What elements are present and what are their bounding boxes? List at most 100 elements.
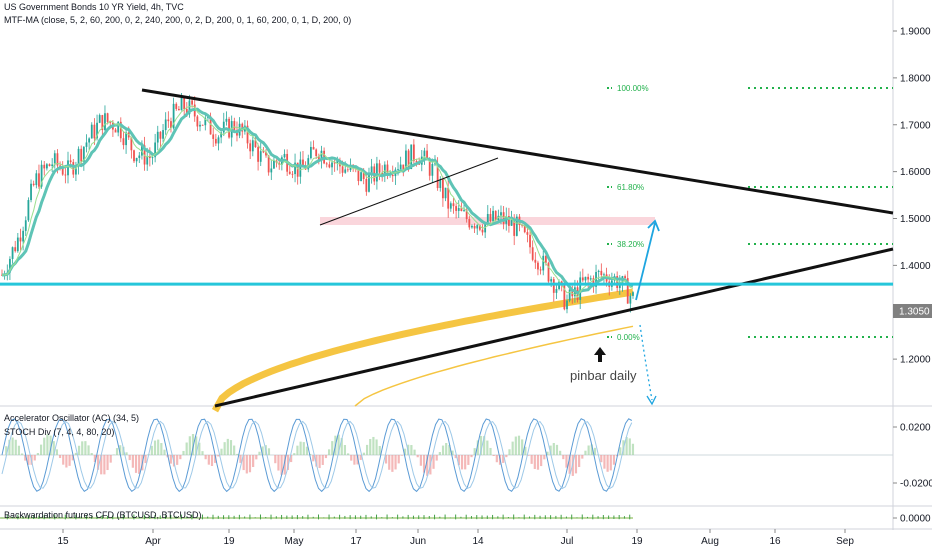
- ac-bar: [555, 444, 559, 455]
- fib-level-label: 0.00%: [617, 333, 640, 342]
- ac-bar: [508, 449, 511, 455]
- candle-body: [51, 164, 54, 167]
- ac-bar: [233, 445, 236, 455]
- ac-bar: [337, 434, 340, 455]
- candle-body: [560, 281, 563, 284]
- candle-body: [32, 183, 35, 186]
- candle-body: [40, 164, 43, 187]
- ac-bar: [8, 439, 11, 455]
- ac-bar: [426, 455, 429, 476]
- candle-body: [360, 172, 362, 182]
- ac-bar: [435, 455, 438, 461]
- candle-body: [19, 237, 22, 242]
- candle-body: [30, 183, 32, 201]
- candle-body: [45, 164, 48, 169]
- backwardation-legend[interactable]: Backwardation futures CFD (BTCUSD, BTCUS…: [4, 510, 202, 520]
- ac-bar: [457, 455, 460, 466]
- up-arrow-icon: [594, 347, 606, 362]
- ac-bar: [502, 455, 505, 463]
- candle-body: [122, 138, 125, 146]
- main-indicator-legend[interactable]: MTF-MA (close, 5, 2, 60, 200, 0, 2, 240,…: [4, 15, 352, 25]
- ac-bar: [283, 455, 286, 475]
- candle-body: [502, 212, 505, 224]
- ac-bar: [100, 455, 103, 475]
- candle-body: [265, 152, 267, 156]
- triangle-trendlines[interactable]: [141, 88, 894, 408]
- ac-bar: [403, 448, 407, 455]
- ac-bar: [33, 455, 36, 461]
- ac-bar: [52, 441, 55, 455]
- ac-bar: [163, 449, 166, 455]
- candle-body: [82, 146, 85, 162]
- candle-body: [534, 259, 537, 263]
- candle-body: [109, 121, 112, 123]
- ac-bar: [625, 437, 628, 455]
- candle-body: [587, 276, 590, 280]
- candle-body: [162, 130, 164, 139]
- ac-bar: [391, 455, 394, 472]
- candle-body: [27, 200, 30, 221]
- candle-body: [465, 210, 468, 220]
- oscillator-legend-ac[interactable]: Accelerator Oscillator (AC) (34, 5): [4, 413, 140, 423]
- oscillator-legend-stoch[interactable]: STOCH Div (7, 4, 4, 80, 20): [4, 427, 115, 437]
- candle-body: [209, 116, 212, 135]
- ac-bar: [169, 455, 172, 464]
- arrowhead-down-icon: [646, 395, 657, 406]
- ac-bar: [467, 455, 470, 465]
- ac-bar: [299, 441, 302, 455]
- candle-body: [67, 160, 69, 176]
- candle-body: [426, 150, 428, 161]
- price-tick-label: 1.6000: [900, 167, 931, 178]
- candle-body: [146, 156, 149, 165]
- candle-body: [309, 146, 312, 159]
- bottom-tick-label: 0.0000: [900, 514, 931, 525]
- candle-body: [362, 172, 365, 180]
- fibonacci-levels[interactable]: 100.00% 61.80% 38.20% 0.00%: [607, 84, 893, 342]
- candle-body: [471, 225, 473, 228]
- price-tick-label: 1.5000: [900, 214, 931, 225]
- candle-body: [547, 262, 550, 282]
- candle-body: [151, 157, 154, 159]
- ac-bar: [252, 455, 255, 468]
- candle-body: [616, 276, 619, 288]
- candle-body: [515, 216, 518, 236]
- candle-body: [214, 138, 217, 144]
- candle-body: [600, 270, 603, 276]
- candle-body: [449, 203, 452, 209]
- ac-bar: [122, 446, 125, 455]
- candle-body: [270, 168, 273, 173]
- ac-bar: [90, 453, 93, 455]
- ac-bar: [134, 455, 138, 473]
- candle-body: [164, 119, 167, 131]
- candle-body: [251, 140, 254, 152]
- candle-body: [428, 160, 431, 176]
- candle-body: [325, 163, 328, 165]
- ac-bar: [109, 455, 112, 463]
- candle-body: [98, 115, 101, 123]
- candle-body: [90, 124, 93, 139]
- candle-body: [199, 124, 201, 127]
- ac-bar: [217, 455, 220, 457]
- candle-body: [257, 147, 259, 162]
- projection-arrows[interactable]: [635, 219, 660, 406]
- candle-body: [302, 159, 304, 168]
- candle-body: [16, 237, 19, 252]
- candle-body: [154, 142, 157, 158]
- ac-bar: [229, 440, 233, 455]
- ac-bar: [315, 455, 318, 467]
- ac-bar: [559, 450, 562, 455]
- candle-body: [38, 173, 40, 187]
- time-axis[interactable]: 15 Apr 19 May 17 Jun 14 Jul 19 Aug 16 Sep: [57, 529, 854, 547]
- price-tick-label: 1.9000: [900, 27, 931, 38]
- candle-body: [259, 151, 262, 162]
- candle-body: [452, 203, 455, 207]
- ac-bar: [479, 435, 483, 455]
- ac-bar: [365, 444, 369, 455]
- candle-body: [436, 163, 439, 189]
- candle-body: [106, 113, 109, 122]
- candle-body: [114, 129, 117, 133]
- main-title-legend[interactable]: US Government Bonds 10 YR Yield, 4h, TVC: [4, 2, 184, 12]
- candle-body: [412, 144, 415, 162]
- ac-bar: [46, 434, 49, 455]
